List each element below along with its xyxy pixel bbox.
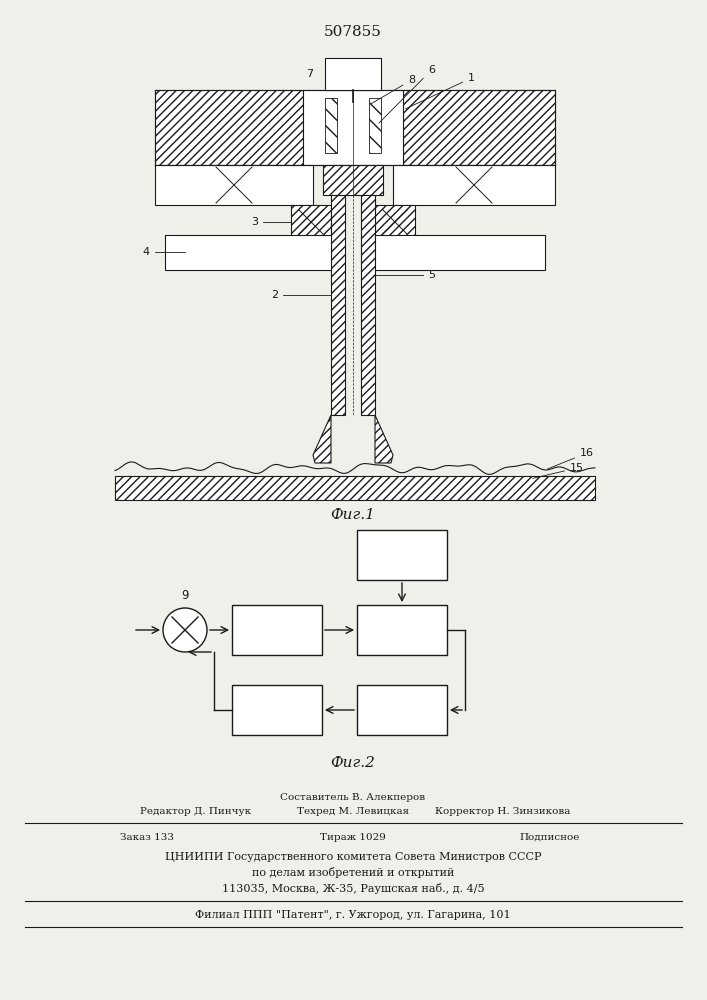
Polygon shape	[361, 195, 375, 415]
Text: 1: 1	[406, 73, 475, 109]
Bar	[325, 58, 381, 90]
Polygon shape	[115, 476, 595, 500]
Text: 3: 3	[251, 217, 258, 227]
Text: 6: 6	[379, 65, 435, 123]
Text: Фиг.2: Фиг.2	[331, 756, 375, 770]
Text: 5: 5	[428, 270, 435, 280]
Text: Техред М. Левицкая: Техред М. Левицкая	[297, 806, 409, 816]
Text: 12: 12	[392, 702, 413, 718]
Text: по делам изобретений и открытий: по делам изобретений и открытий	[252, 867, 454, 879]
Polygon shape	[375, 205, 415, 240]
Polygon shape	[331, 195, 345, 415]
Polygon shape	[155, 90, 303, 165]
Text: Составитель В. Алекперов: Составитель В. Алекперов	[281, 792, 426, 802]
Bar	[232, 685, 322, 735]
Text: 7: 7	[306, 69, 313, 79]
Text: Редактор Д. Пинчук: Редактор Д. Пинчук	[140, 806, 251, 816]
Bar	[155, 165, 313, 205]
Text: 9: 9	[181, 589, 189, 602]
Text: 16: 16	[548, 448, 594, 469]
Circle shape	[163, 608, 207, 652]
Text: 8: 8	[371, 75, 415, 104]
Bar	[357, 605, 447, 655]
Text: 113035, Москва, Ж-35, Раушская наб., д. 4/5: 113035, Москва, Ж-35, Раушская наб., д. …	[222, 884, 484, 894]
Text: 11: 11	[392, 621, 413, 639]
Text: 507855: 507855	[324, 25, 382, 39]
Text: Корректор Н. Зинзикова: Корректор Н. Зинзикова	[435, 806, 570, 816]
Bar	[393, 165, 555, 205]
Polygon shape	[291, 205, 331, 240]
Bar	[375, 235, 545, 270]
Text: 13: 13	[267, 702, 288, 718]
Polygon shape	[375, 415, 393, 463]
Text: 4: 4	[143, 247, 150, 257]
Text: 14: 14	[392, 546, 413, 564]
Bar	[232, 605, 322, 655]
Bar	[165, 235, 331, 270]
Text: ЦНИИПИ Государственного комитета Совета Министров СССР: ЦНИИПИ Государственного комитета Совета …	[165, 852, 542, 862]
Polygon shape	[313, 415, 331, 463]
Text: 10: 10	[267, 621, 288, 639]
Polygon shape	[325, 98, 337, 153]
Bar	[357, 530, 447, 580]
Text: Фиг.1: Фиг.1	[331, 508, 375, 522]
Text: 2: 2	[271, 290, 278, 300]
Text: Тираж 1029: Тираж 1029	[320, 832, 386, 842]
Polygon shape	[369, 98, 381, 153]
Bar	[357, 685, 447, 735]
Text: Филиал ППП "Патент", г. Ужгород, ул. Гагарина, 101: Филиал ППП "Патент", г. Ужгород, ул. Гаг…	[195, 910, 511, 920]
Text: 15: 15	[532, 463, 584, 478]
Text: Заказ 133: Заказ 133	[120, 832, 174, 842]
Polygon shape	[323, 165, 383, 195]
Text: Подписное: Подписное	[520, 832, 580, 842]
Polygon shape	[403, 90, 555, 165]
Bar	[303, 90, 403, 165]
